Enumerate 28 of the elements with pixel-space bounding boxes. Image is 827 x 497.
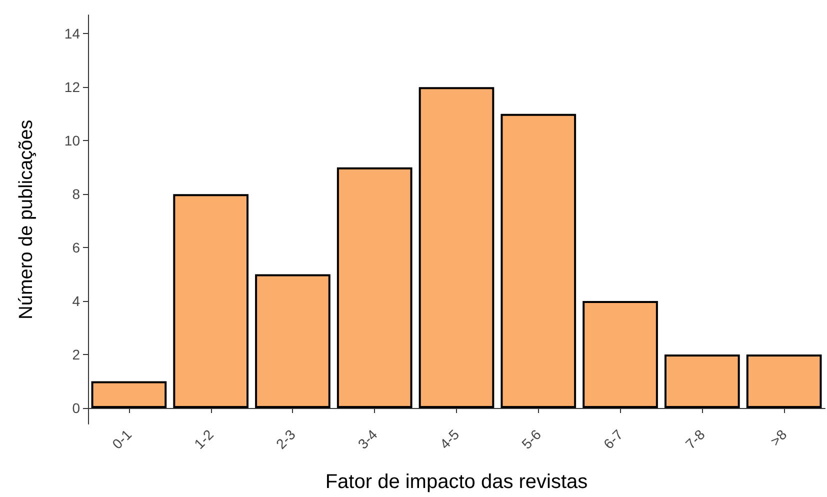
x-tick-label: 5-6 [518,426,544,452]
y-tick-label: 10 [64,132,80,149]
x-tick-label: 0-1 [108,426,135,452]
y-tick-label: 4 [72,293,80,310]
y-tick-label: 8 [72,186,80,202]
x-tick-label: 2-3 [272,426,299,452]
x-tick-label: 7-8 [682,426,708,452]
bar [173,194,248,408]
y-axis-title: Número de publicações [16,120,37,320]
y-tick-label: 0 [72,400,80,416]
bar [500,114,576,408]
bar [664,354,740,408]
x-tick-label: 4-5 [436,426,462,452]
y-tick-label: 2 [72,346,80,362]
x-tick-label: 6-7 [600,426,626,452]
x-tick-label: >8 [767,426,790,449]
x-tick-label: 3-4 [354,426,380,452]
x-tick-label: 1-2 [190,426,217,452]
bar [582,301,658,408]
x-axis-title: Fator de impacto das revistas [325,471,588,493]
bar [746,354,822,408]
y-tick-label: 14 [64,26,80,42]
y-tick-label: 12 [64,79,80,96]
y-tick-label: 6 [72,240,80,256]
bar [255,274,330,408]
bar [91,381,167,408]
bar [418,87,494,408]
bar [336,167,412,408]
